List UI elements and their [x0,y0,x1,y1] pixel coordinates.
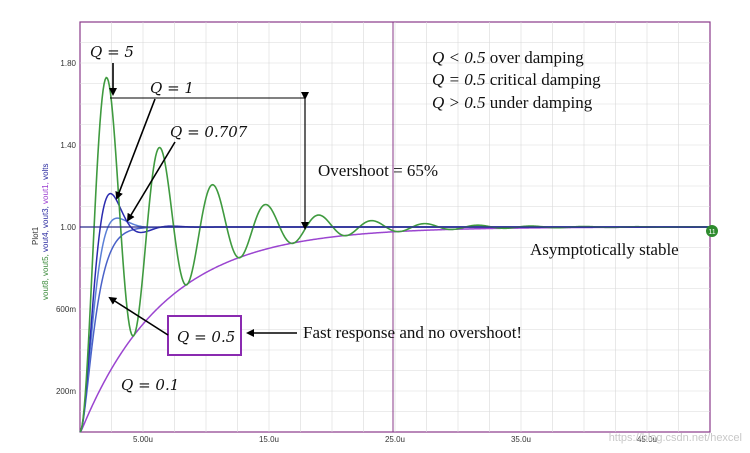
legend-line-1-text: over damping [486,48,585,67]
x-tick-label: 35.0u [511,435,531,444]
q5-label: Q = 5 [90,43,134,61]
y-side-legend-item: vout5, [41,252,50,276]
y-tick-label: 200m [56,387,76,396]
y-side-legend-item: volts [41,163,50,179]
legend-line-2: Q = 0.5 critical damping [432,70,601,89]
y-tick-label: 1.40 [60,141,76,150]
x-tick-label: 45.0u [637,435,657,444]
x-tick-labels: 5.00u 15.0u 25.0u 35.0u 45.0u [133,435,657,444]
y-side-legend-item: vout1, [41,180,50,204]
x-tick-label: 15.0u [259,435,279,444]
y-tick-label: 1.00 [60,223,76,232]
legend-line-1: Q < 0.5 over damping [432,48,584,67]
y-tick-label: 600m [56,305,76,314]
legend-line-2-text: critical damping [486,70,602,89]
q05-box [167,315,242,356]
legend-line-1-q: Q < 0.5 [432,48,486,67]
legend-line-3-text: under damping [486,93,593,112]
q05-arrow [108,296,169,336]
q0707-arrow [126,141,176,222]
q01-label: Q = 0.1 [121,376,179,394]
y-side-legend-item: vout4, [41,228,50,252]
stable-label: Asymptotically stable [530,240,679,259]
series-group [79,76,711,433]
y-side-title: Plot1 [31,226,40,245]
y-side-title-text: Plot1 [31,226,40,245]
legend-line-3-q: Q > 0.5 [432,93,486,112]
overshoot-label: Overshoot = 65% [318,161,438,180]
legend-line-2-q: Q = 0.5 [432,70,486,89]
x-tick-label: 5.00u [133,435,153,444]
watermark: https://blog.csdn.net/hexcel [609,432,742,444]
svg-text:vout8, vout5, vout4, vout3, vo: vout8, vout5, vout4, vout3, vout1, volts [41,163,50,300]
y-side-legend-item: vout8, [41,276,50,300]
y-tick-label: 1.80 [60,59,76,68]
legend-line-3: Q > 0.5 under damping [432,93,593,112]
y-side-legend: vout8, vout5, vout4, vout3, vout1, volts [41,163,50,300]
end-marker-label: 11 [708,229,715,236]
fast-response-label: Fast response and no overshoot! [303,323,522,342]
y-tick-labels: 200m 600m 1.00 1.40 1.80 [56,59,77,396]
q05-label: Q = 0.5 [177,328,235,346]
q0707-label: Q = 0.707 [170,123,248,141]
q1-arrow [115,98,156,200]
y-side-legend-item: vout3, [41,204,50,228]
q1-label: Q = 1 [150,79,194,97]
x-tick-label: 25.0u [385,435,405,444]
end-marker [706,225,718,237]
